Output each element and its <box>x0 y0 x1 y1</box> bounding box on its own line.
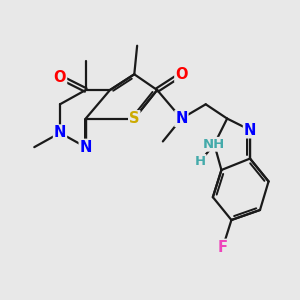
Text: F: F <box>218 240 228 255</box>
Text: N: N <box>80 140 92 154</box>
Text: H: H <box>194 155 206 168</box>
Text: O: O <box>175 67 188 82</box>
Text: N: N <box>54 125 66 140</box>
Text: N: N <box>175 111 188 126</box>
Text: NH: NH <box>203 138 225 151</box>
Text: N: N <box>244 122 256 137</box>
Text: S: S <box>129 111 140 126</box>
Text: O: O <box>54 70 66 85</box>
